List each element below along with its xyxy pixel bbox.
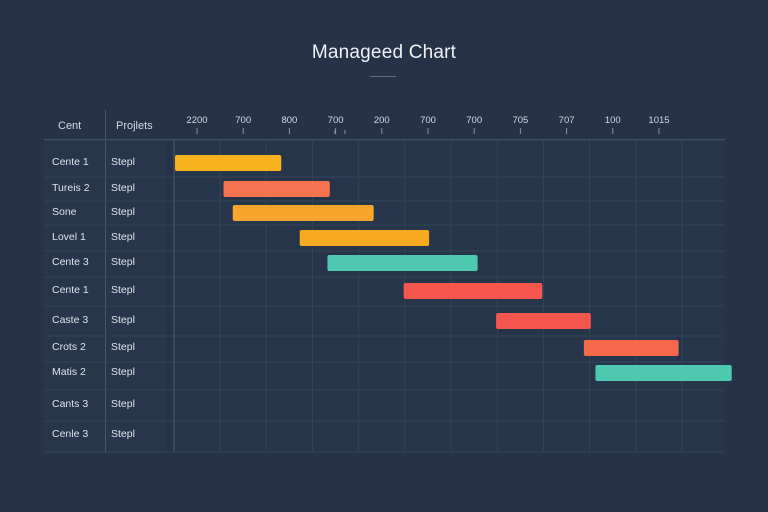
tick-label: 200 (374, 115, 390, 126)
row-label-name: Lovel 1 (52, 231, 86, 243)
tick-label: 700 (466, 115, 482, 126)
row-label-name: Cente 1 (52, 284, 89, 296)
row-label-project: Stepl (111, 314, 135, 326)
row-label-project: Stepl (111, 231, 135, 243)
row-label-project: Stepl (111, 398, 135, 410)
row-label-project: Stepl (111, 182, 135, 194)
tick-label: 705 (512, 115, 528, 126)
tick-label: 800 (281, 115, 297, 126)
row-label-name: Caste 3 (52, 314, 89, 326)
row-label-project: Stepl (111, 366, 135, 378)
row-label-project: Stepl (111, 341, 135, 353)
tick-label: 1015 (648, 115, 669, 126)
gantt-bar (223, 181, 330, 197)
column-header-name: Cent (58, 120, 82, 132)
gantt-bar (327, 255, 478, 271)
tick-label: 700 (328, 115, 344, 126)
chart-title: Manageed Chart (311, 42, 457, 63)
row-label-name: Tureis 2 (52, 182, 90, 194)
row-label-name: Cente 1 (52, 156, 89, 168)
gantt-bar (175, 155, 282, 171)
tick-label: 700 (235, 115, 251, 126)
gantt-bar (595, 365, 732, 381)
row-label-name: Matis 2 (52, 366, 86, 378)
gantt-bar (299, 230, 430, 246)
row-label-name: Cente 3 (52, 256, 89, 268)
tick-label: 100 (605, 115, 621, 126)
gantt-bar (583, 340, 679, 356)
row-label-name: Crots 2 (52, 341, 86, 353)
row-label-name: Cants 3 (52, 398, 89, 410)
tick-label: 700 (420, 115, 436, 126)
row-label-project: Stepl (111, 284, 135, 296)
gantt-bar (496, 313, 591, 329)
row-label-name: Cenle 3 (52, 428, 89, 440)
column-divider (105, 110, 106, 453)
row-label-project: Stepl (111, 156, 135, 168)
tick-label: 707 (559, 115, 575, 126)
gantt-bar (232, 205, 374, 221)
row-label-name: Sone (52, 206, 77, 218)
gantt-bar (403, 283, 543, 299)
row-label-project: Stepl (111, 428, 135, 440)
column-header-project: Projlets (116, 120, 153, 132)
row-label-project: Stepl (111, 256, 135, 268)
row-label-project: Stepl (111, 206, 135, 218)
title-underline (370, 76, 396, 77)
tick-label: 2200 (186, 115, 207, 126)
